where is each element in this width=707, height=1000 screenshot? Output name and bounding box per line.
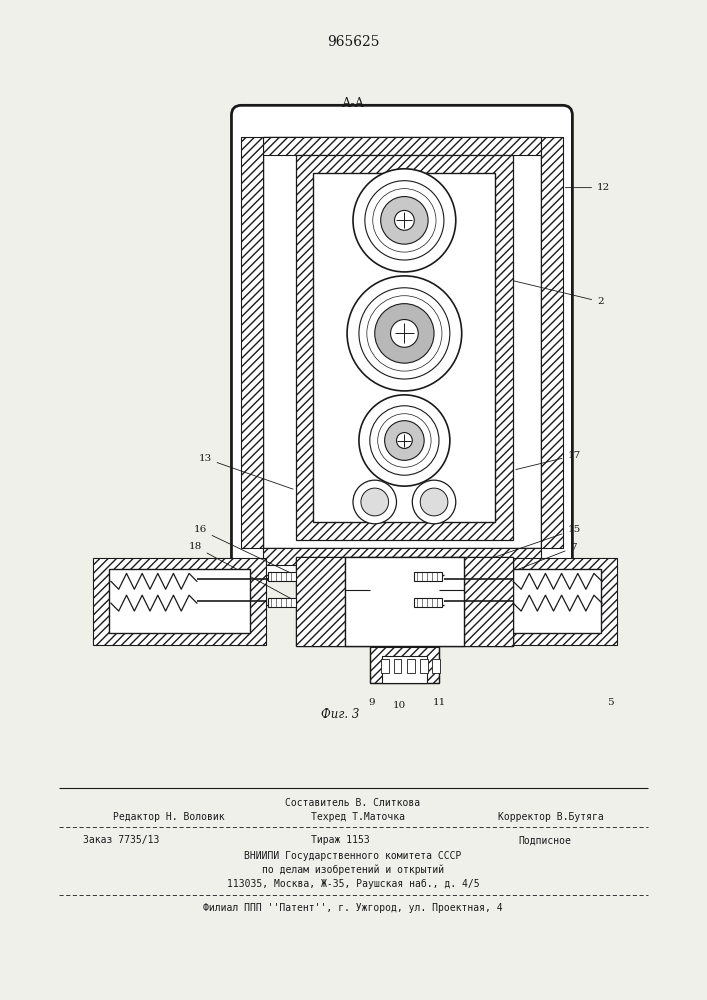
Bar — [380, 659, 389, 673]
Text: А-А: А-А — [341, 97, 365, 110]
Text: Редактор Н. Воловик: Редактор Н. Воловик — [113, 812, 225, 822]
Text: 11: 11 — [433, 698, 445, 707]
Bar — [420, 659, 428, 673]
Bar — [414, 598, 442, 607]
Bar — [370, 647, 439, 683]
Bar — [345, 557, 464, 646]
Text: Составитель В. Слиткова: Составитель В. Слиткова — [286, 798, 421, 808]
Circle shape — [390, 320, 419, 347]
Text: Филиал ППП ''Патент'', г. Ужгород, ул. Проектная, 4: Филиал ППП ''Патент'', г. Ужгород, ул. П… — [203, 903, 503, 913]
Bar — [407, 659, 415, 673]
Text: Подписное: Подписное — [518, 835, 571, 845]
Text: 13: 13 — [199, 454, 293, 489]
Text: 965625: 965625 — [327, 35, 379, 49]
Circle shape — [347, 276, 462, 391]
Circle shape — [361, 488, 389, 516]
Text: Корректор В.Бутяга: Корректор В.Бутяга — [498, 812, 604, 822]
Bar — [263, 548, 541, 565]
Text: 7: 7 — [445, 543, 577, 598]
Bar — [432, 659, 440, 673]
Text: 15: 15 — [445, 525, 580, 574]
Bar — [394, 659, 402, 673]
Text: 10: 10 — [393, 701, 406, 710]
Circle shape — [385, 421, 424, 460]
Text: 12: 12 — [566, 183, 610, 192]
Bar — [241, 137, 263, 548]
Circle shape — [375, 304, 434, 363]
Bar — [263, 137, 541, 155]
Text: 5: 5 — [607, 698, 613, 707]
Bar — [313, 173, 496, 522]
Bar — [109, 569, 250, 633]
Text: Тираж 1153: Тираж 1153 — [310, 835, 369, 845]
Bar — [263, 137, 541, 548]
Text: Фиг. 3: Фиг. 3 — [321, 708, 359, 721]
Bar — [268, 598, 296, 607]
Bar — [541, 137, 563, 548]
Text: 9: 9 — [368, 698, 375, 707]
Circle shape — [395, 210, 414, 230]
Circle shape — [412, 480, 456, 524]
Text: 17: 17 — [516, 451, 580, 470]
Circle shape — [397, 433, 412, 448]
Text: Заказ 7735/13: Заказ 7735/13 — [83, 835, 160, 845]
Bar — [414, 572, 442, 581]
Bar — [296, 557, 345, 646]
Bar — [444, 558, 617, 645]
Bar — [460, 569, 601, 633]
Circle shape — [353, 480, 397, 524]
Text: 2: 2 — [479, 273, 604, 306]
Text: Техред Т.Маточка: Техред Т.Маточка — [310, 812, 404, 822]
Circle shape — [420, 488, 448, 516]
Bar — [93, 558, 266, 645]
FancyBboxPatch shape — [231, 105, 573, 579]
Circle shape — [353, 169, 456, 272]
Text: ВНИИПИ Государственного комитета СССР: ВНИИПИ Государственного комитета СССР — [245, 851, 462, 861]
Circle shape — [359, 395, 450, 486]
Circle shape — [380, 197, 428, 244]
Text: 113035, Москва, Ж-35, Раушская наб., д. 4/5: 113035, Москва, Ж-35, Раушская наб., д. … — [227, 879, 479, 889]
Bar — [268, 572, 296, 581]
Text: 16: 16 — [194, 525, 293, 574]
Bar — [382, 656, 427, 683]
Text: 18: 18 — [189, 542, 293, 600]
Bar — [296, 155, 513, 540]
Text: по делам изобретений и открытий: по делам изобретений и открытий — [262, 865, 444, 875]
Bar — [464, 557, 513, 646]
